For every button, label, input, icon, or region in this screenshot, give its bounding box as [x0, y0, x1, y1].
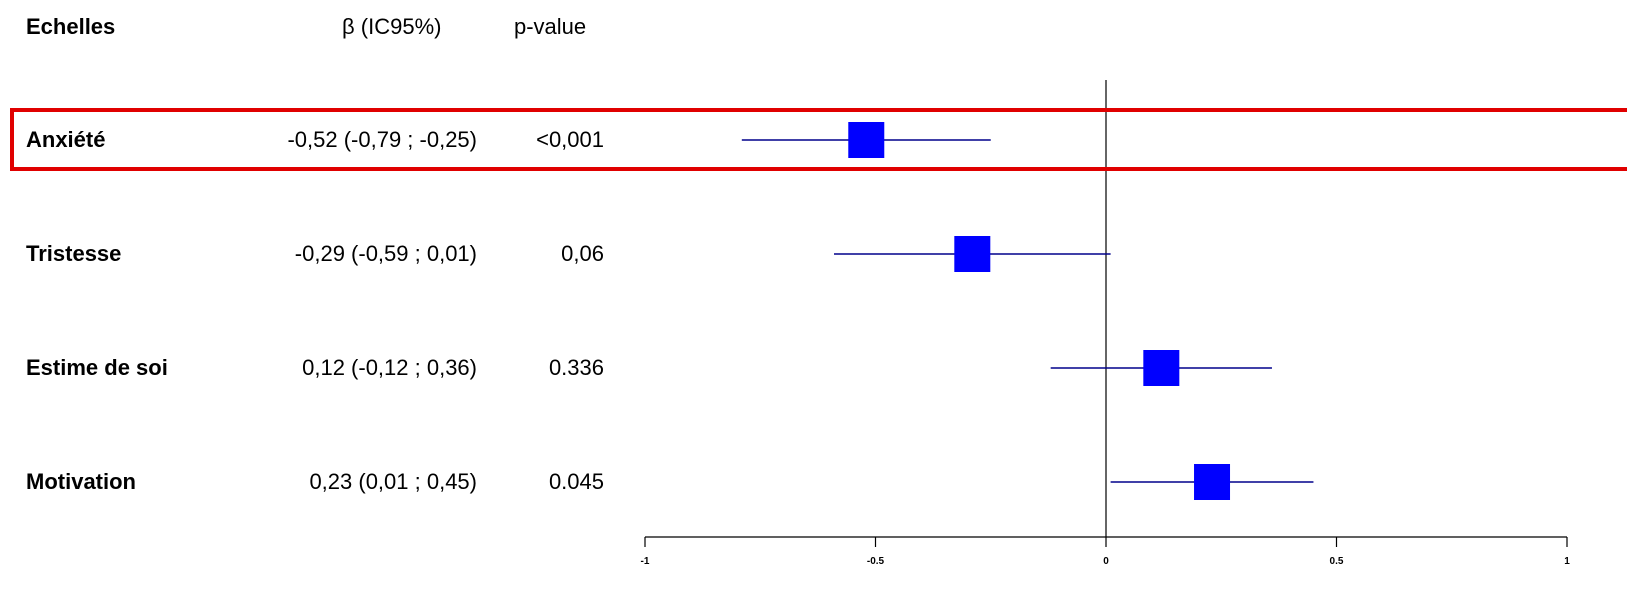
row-pvalue: 0,06 [561, 241, 604, 266]
x-tick-label: -0.5 [867, 556, 885, 567]
table-row-motivation: Motivation 0,23 (0,01 ; 0,45) 0.045 [0, 462, 640, 502]
x-tick-label: 0.5 [1330, 556, 1344, 567]
estimate-marker [1143, 350, 1180, 386]
row-beta-ci: 0,12 (-0,12 ; 0,36) [302, 355, 477, 380]
x-tick-label: 1 [1564, 556, 1570, 567]
row-label: Anxiété [26, 127, 106, 152]
row-pvalue: 0.045 [548, 469, 604, 494]
estimate-marker [954, 236, 991, 272]
table-row-anxiete: Anxiété -0,52 (-0,79 ; -0,25) <0,001 [0, 120, 640, 160]
header-beta-ci: β (IC95%) [342, 14, 442, 39]
row-beta-ci: -0,29 (-0,59 ; 0,01) [294, 241, 477, 266]
estimate-marker [1194, 464, 1231, 500]
header-pvalue: p-value [514, 14, 587, 39]
row-pvalue: <0,001 [536, 127, 604, 152]
row-label: Tristesse [26, 241, 122, 266]
table-row-estime-de-soi: Estime de soi 0,12 (-0,12 ; 0,36) 0.336 [0, 348, 640, 388]
table-row-tristesse: Tristesse -0,29 (-0,59 ; 0,01) 0,06 [0, 234, 640, 274]
row-beta-ci: -0,52 (-0,79 ; -0,25) [287, 127, 477, 152]
row-pvalue: 0.336 [548, 355, 604, 380]
highlight-box-anxiete [10, 108, 1627, 171]
x-tick-label: 0 [1103, 556, 1109, 567]
row-label: Estime de soi [26, 355, 168, 380]
row-label: Motivation [26, 469, 136, 494]
x-tick-label: -1 [641, 556, 650, 567]
estimate-marker [848, 122, 885, 158]
header-scale: Echelles [26, 14, 116, 39]
row-beta-ci: 0,23 (0,01 ; 0,45) [309, 469, 477, 494]
